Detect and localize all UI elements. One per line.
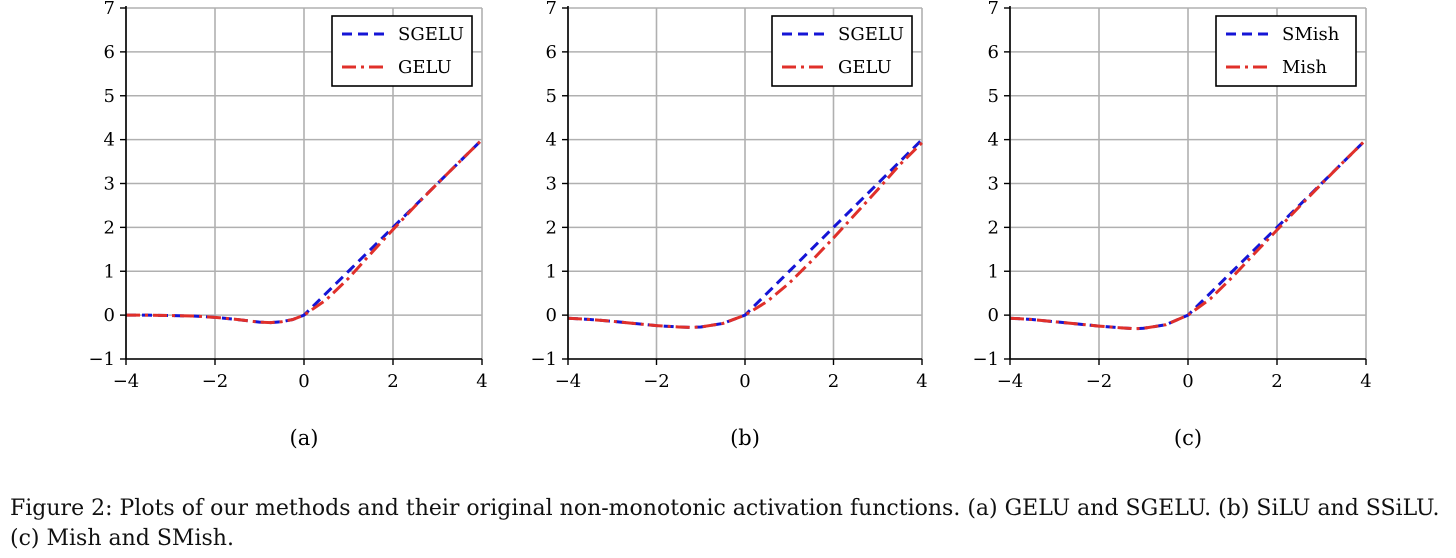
series-line-gelu: [567, 141, 924, 329]
series-line-gelu: [126, 138, 484, 325]
y-tick-label: −1: [88, 349, 115, 370]
x-tick-label: 2: [1271, 371, 1282, 392]
axes: −4 −2 0 2 4 −1 0 1 2 3 4 5 6 7: [88, 0, 487, 392]
y-tick-label: 0: [988, 305, 999, 326]
legend-label-mish: Mish: [1282, 57, 1327, 78]
y-tick-label: 3: [988, 174, 999, 195]
figure-caption: Figure 2: Plots of our methods and their…: [10, 494, 1450, 554]
legend: SMish Mish: [1215, 15, 1357, 87]
y-tick-label: 3: [104, 174, 115, 195]
legend-box: [1215, 15, 1357, 87]
y-tick-label: −1: [530, 349, 557, 370]
chart-panel-3: −4 −2 0 2 4 −1 0 1 2 3 4 5 6 7 SMish Mish (c): [972, 0, 1371, 450]
x-tick-label: 0: [1182, 371, 1193, 392]
x-tick-label: −4: [555, 371, 582, 392]
chart-panel-2: −4 −2 0 2 4 −1 0 1 2 3 4 5 6 7 SGELU GELU (b): [530, 0, 927, 450]
series-line-mish: [1009, 138, 1368, 331]
y-tick-label: 1: [104, 261, 115, 282]
y-tick-label: 5: [104, 86, 115, 107]
axes: −4 −2 0 2 4 −1 0 1 2 3 4 5 6 7: [972, 0, 1371, 392]
legend-box: [331, 15, 473, 87]
chart-panel-1: −4 −2 0 2 4 −1 0 1 2 3 4 5 6 7 SGELU GELU (a): [88, 0, 487, 450]
y-tick-label: −1: [972, 349, 999, 370]
figure: −4 −2 0 2 4 −1 0 1 2 3 4 5 6 7 SGELU GELU (a) −4 −2 0 2 4 −1 0 1…: [88, 0, 1371, 450]
y-tick-label: 6: [104, 42, 115, 63]
legend: SGELU GELU: [771, 15, 913, 87]
panel-label: (b): [730, 426, 760, 450]
x-tick-label: −2: [202, 371, 229, 392]
y-tick-label: 0: [546, 305, 557, 326]
x-tick-label: 4: [1360, 371, 1371, 392]
x-tick-label: 4: [916, 371, 927, 392]
y-tick-label: 7: [546, 0, 557, 19]
legend-label-gelu: GELU: [398, 57, 452, 78]
x-tick-label: −2: [643, 371, 670, 392]
panel-label: (c): [1174, 426, 1202, 450]
panel-label: (a): [290, 426, 319, 450]
x-tick-label: 0: [739, 371, 750, 392]
legend-label-gelu: GELU: [838, 57, 892, 78]
y-tick-label: 4: [546, 130, 557, 151]
y-tick-label: 5: [546, 86, 557, 107]
y-tick-label: 1: [988, 261, 999, 282]
x-tick-label: 4: [476, 371, 487, 392]
legend: SGELU GELU: [331, 15, 473, 87]
x-tick-label: 2: [828, 371, 839, 392]
x-tick-label: 0: [298, 371, 309, 392]
y-tick-label: 1: [546, 261, 557, 282]
y-tick-label: 7: [988, 0, 999, 19]
y-tick-label: 2: [546, 217, 557, 238]
axes: −4 −2 0 2 4 −1 0 1 2 3 4 5 6 7: [530, 0, 927, 392]
y-tick-label: 2: [988, 217, 999, 238]
y-tick-label: 3: [546, 174, 557, 195]
y-tick-label: 6: [546, 42, 557, 63]
legend-label-sgelu: SGELU: [398, 24, 464, 45]
legend-label-sgelu: SGELU: [838, 24, 904, 45]
x-tick-label: −4: [113, 371, 140, 392]
y-tick-label: 5: [988, 86, 999, 107]
y-tick-label: 7: [104, 0, 115, 19]
x-tick-label: −2: [1086, 371, 1113, 392]
y-tick-label: 4: [988, 130, 999, 151]
y-tick-label: 6: [988, 42, 999, 63]
legend-box: [771, 15, 913, 87]
y-tick-label: 0: [104, 305, 115, 326]
y-tick-label: 2: [104, 217, 115, 238]
legend-label-smish: SMish: [1282, 24, 1340, 45]
x-tick-label: 2: [387, 371, 398, 392]
caption-text: Figure 2: Plots of our methods and their…: [10, 496, 1440, 551]
y-tick-label: 4: [104, 130, 115, 151]
x-tick-label: −4: [997, 371, 1024, 392]
